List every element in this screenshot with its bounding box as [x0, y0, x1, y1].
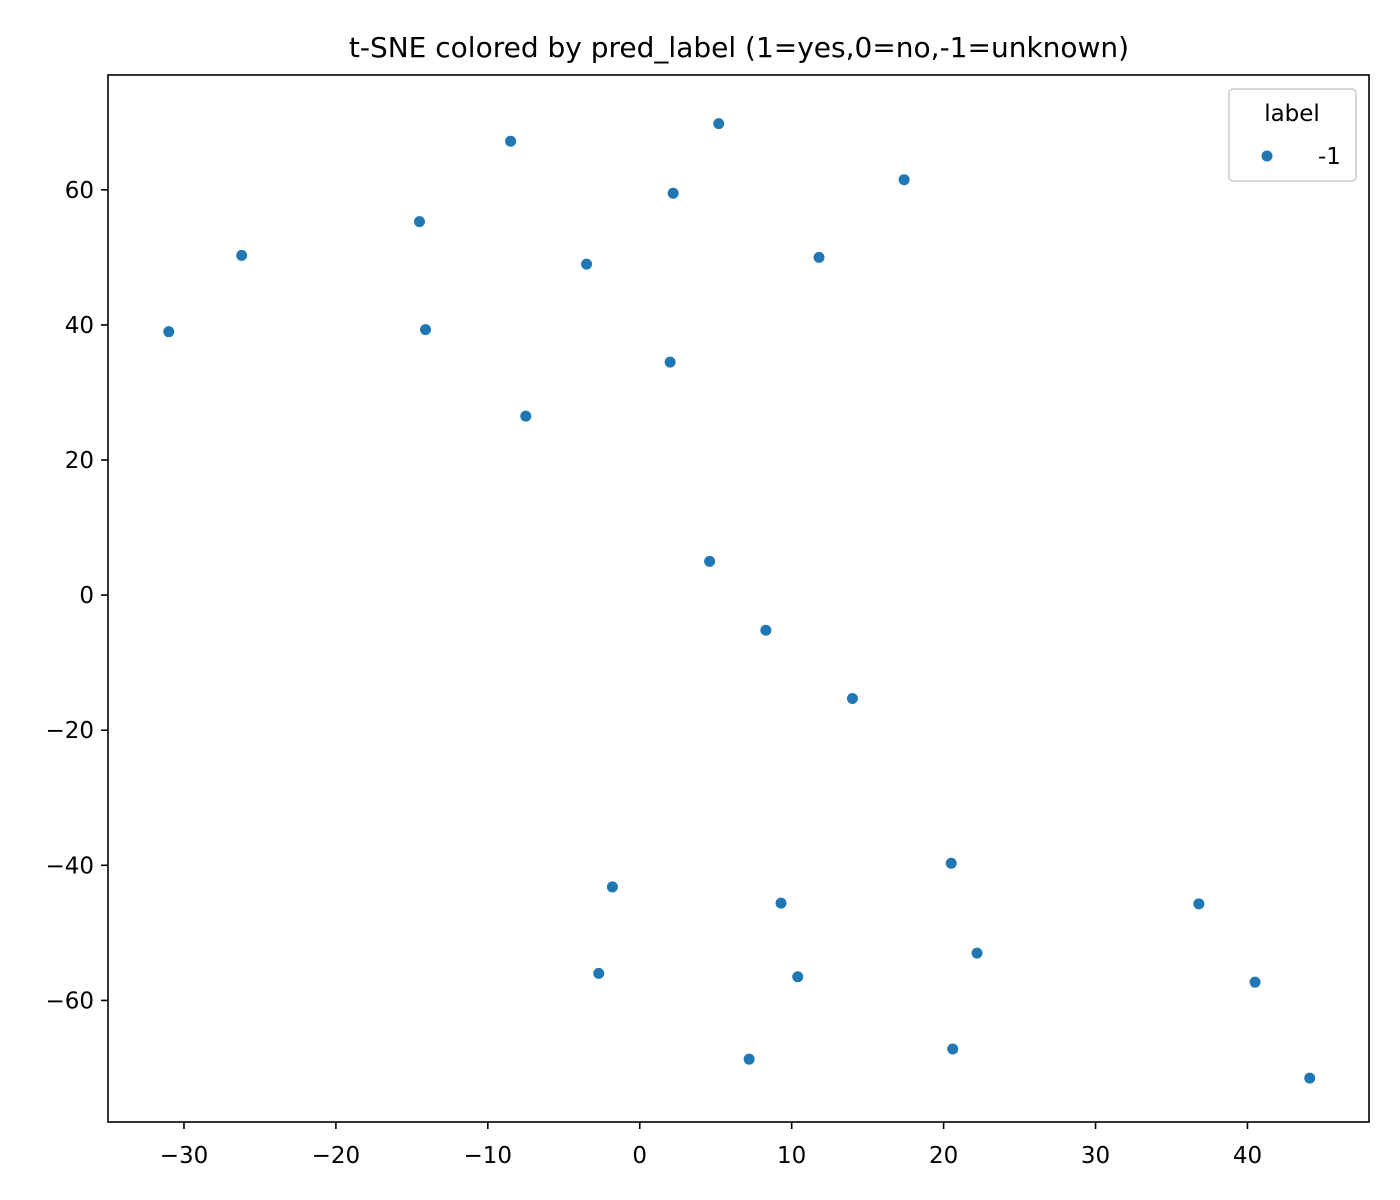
data-point: [775, 897, 787, 909]
legend: label -1: [1228, 88, 1357, 182]
x-tick-label: −10: [464, 1143, 513, 1169]
axes-frame: [107, 74, 1370, 1123]
x-tick-label: 0: [632, 1143, 647, 1169]
data-point: [520, 410, 532, 422]
data-point: [760, 624, 772, 636]
x-tick-label: 20: [929, 1143, 958, 1169]
data-point: [846, 692, 858, 704]
x-tick-label: −30: [160, 1143, 209, 1169]
chart-title: t-SNE colored by pred_label (1=yes,0=no,…: [349, 31, 1129, 64]
x-tick-label: 40: [1233, 1143, 1262, 1169]
x-tick-label: 10: [777, 1143, 806, 1169]
y-axis: −60 −40 −20 0 20 40 60: [45, 178, 108, 1014]
y-tick-label: 20: [65, 448, 94, 474]
data-point: [505, 135, 517, 147]
data-point: [713, 118, 725, 130]
data-point: [792, 971, 804, 983]
data-point: [420, 324, 432, 336]
y-tick-label: 40: [65, 313, 94, 339]
data-points: [163, 118, 1316, 1084]
data-point: [667, 187, 679, 199]
legend-title: label: [1264, 101, 1320, 127]
data-point: [606, 881, 618, 893]
data-point: [581, 258, 593, 270]
y-tick-label: 0: [79, 583, 94, 609]
data-point: [413, 216, 425, 228]
x-tick-label: 30: [1081, 1143, 1110, 1169]
data-point: [743, 1053, 755, 1065]
y-tick-label: 60: [65, 178, 94, 204]
data-point: [704, 555, 716, 567]
x-axis: −30 −20 −10 0 10 20 30 40: [160, 1122, 1262, 1169]
y-tick-label: −20: [45, 718, 94, 744]
data-point: [813, 251, 825, 263]
data-point: [898, 174, 910, 186]
legend-entry-label: -1: [1318, 144, 1341, 170]
y-tick-label: −40: [45, 853, 94, 879]
data-point: [664, 356, 676, 368]
x-tick-label: −20: [312, 1143, 361, 1169]
legend-marker: [1261, 150, 1273, 162]
data-point: [593, 967, 605, 979]
data-point: [236, 249, 248, 261]
data-point: [1304, 1072, 1316, 1084]
data-point: [1193, 898, 1205, 910]
data-point: [971, 947, 983, 959]
y-tick-label: −60: [45, 988, 94, 1014]
data-point: [1249, 976, 1261, 988]
data-point: [163, 326, 175, 338]
data-point: [947, 1043, 959, 1055]
data-point: [945, 857, 957, 869]
legend-box: [1228, 88, 1357, 182]
